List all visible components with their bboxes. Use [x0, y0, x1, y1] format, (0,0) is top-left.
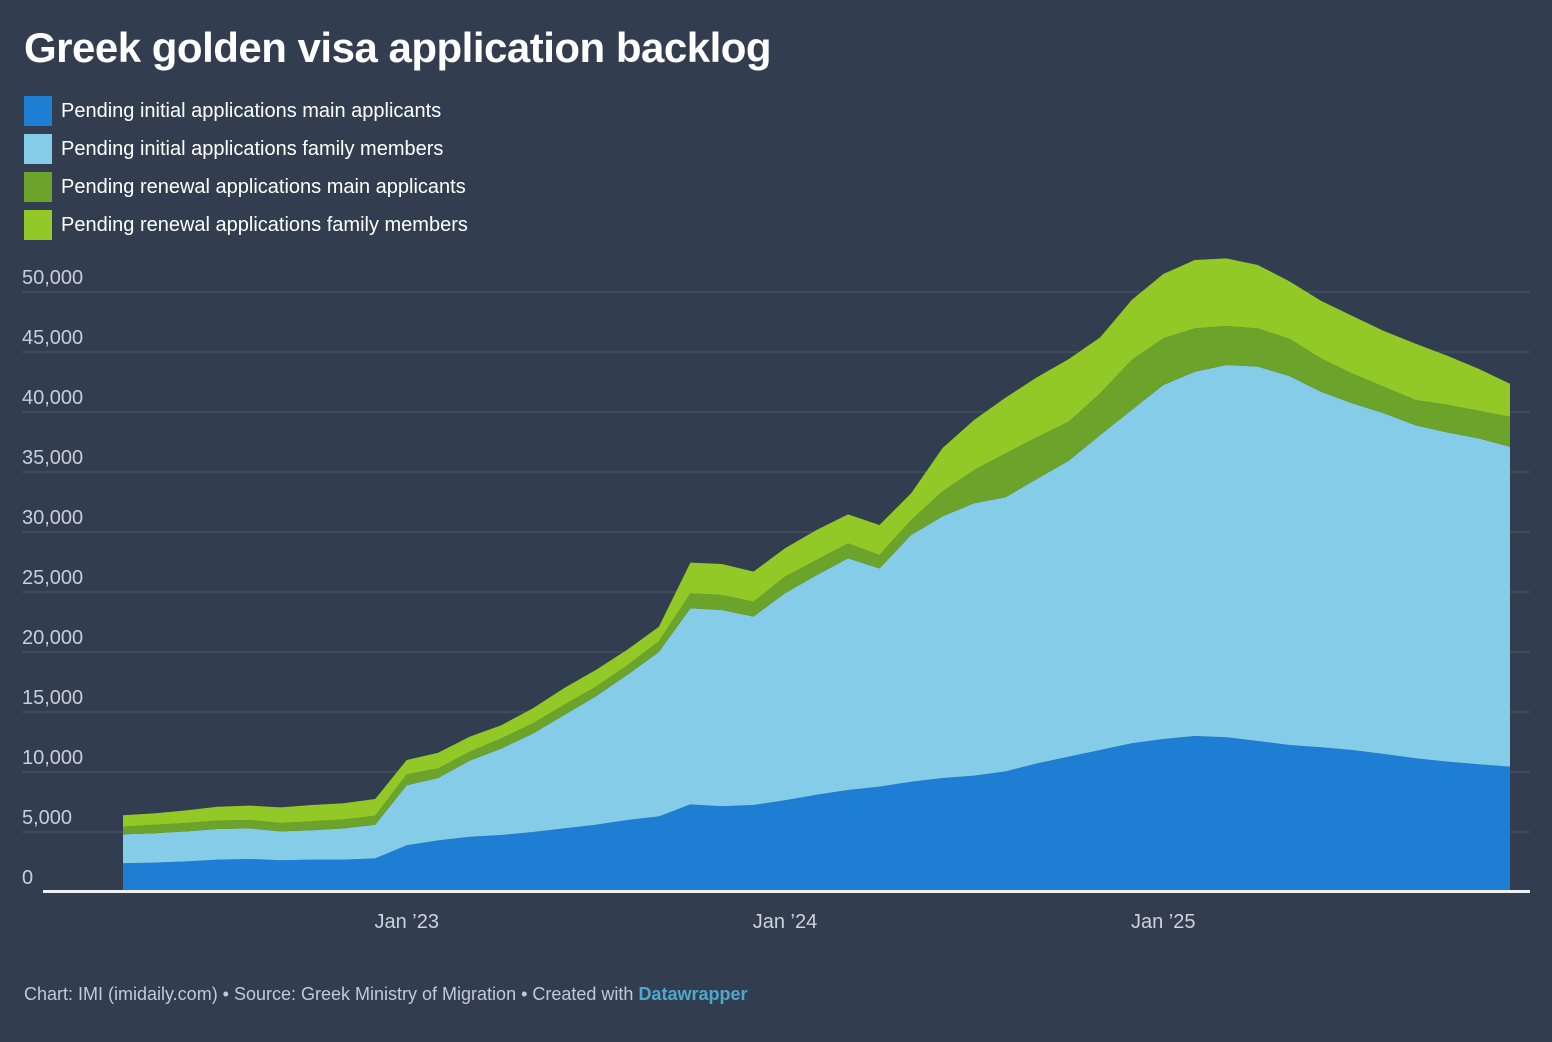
legend-swatch [24, 96, 52, 126]
legend-item: Pending initial applications main applic… [24, 96, 468, 126]
footer-byline: Chart: IMI (imidaily.com) • Source: Gree… [24, 984, 634, 1004]
legend: Pending initial applications main applic… [24, 96, 468, 248]
legend-label: Pending renewal applications main applic… [61, 175, 466, 198]
y-axis-label: 0 [22, 867, 33, 889]
legend-swatch [24, 210, 52, 240]
y-axis-label: 50,000 [22, 267, 83, 289]
y-axis-label: 30,000 [22, 507, 83, 529]
legend-swatch [24, 172, 52, 202]
legend-swatch [24, 134, 52, 164]
y-axis-label: 25,000 [22, 567, 83, 589]
area-series-3 [123, 258, 1510, 827]
y-axis-label: 10,000 [22, 747, 83, 769]
legend-item: Pending initial applications family memb… [24, 134, 468, 164]
legend-item: Pending renewal applications main applic… [24, 172, 468, 202]
y-axis-label: 40,000 [22, 387, 83, 409]
y-axis-label: 5,000 [22, 807, 72, 829]
area-series-1 [123, 365, 1510, 864]
y-axis-label: 15,000 [22, 687, 83, 709]
x-axis-label: Jan ’25 [1131, 911, 1196, 933]
x-axis-label: Jan ’24 [753, 911, 818, 933]
y-axis-label: 20,000 [22, 627, 83, 649]
legend-label: Pending initial applications main applic… [61, 99, 442, 122]
datawrapper-link[interactable]: Datawrapper [638, 984, 748, 1004]
x-axis-label: Jan ’23 [374, 911, 439, 933]
area-series-0 [123, 736, 1510, 892]
legend-item: Pending renewal applications family memb… [24, 210, 468, 240]
legend-label: Pending renewal applications family memb… [61, 213, 468, 236]
y-axis-label: 45,000 [22, 327, 83, 349]
footer: Chart: IMI (imidaily.com) • Source: Gree… [24, 984, 747, 1005]
page-title: Greek golden visa application backlog [24, 24, 772, 71]
y-axis-label: 35,000 [22, 447, 83, 469]
legend-label: Pending initial applications family memb… [61, 137, 444, 160]
